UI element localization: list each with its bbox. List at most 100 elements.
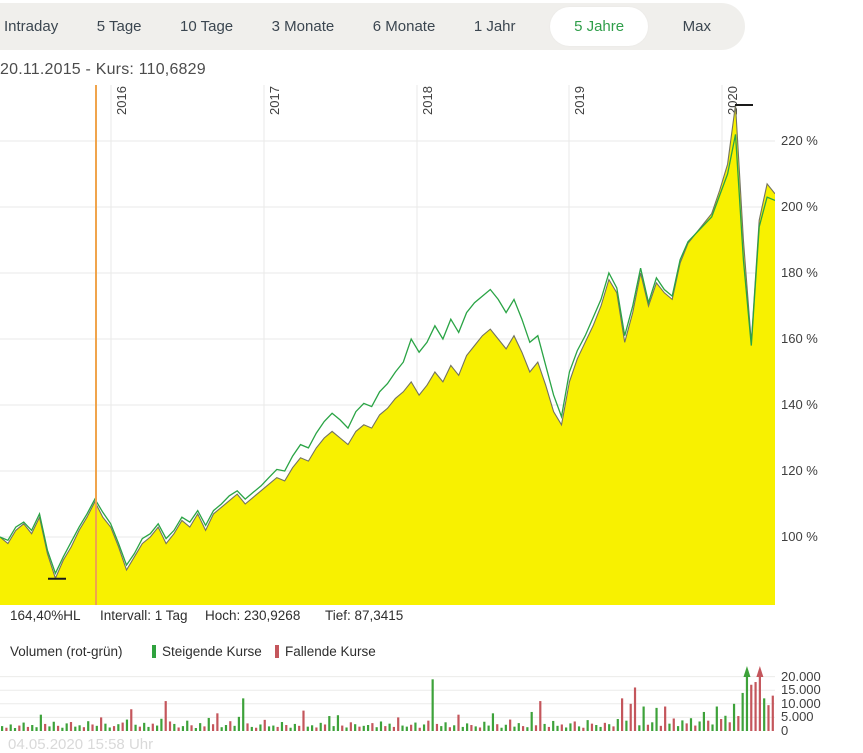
volume-bar (681, 720, 684, 731)
volume-bar (134, 724, 137, 731)
tab-10-tage[interactable]: 10 Tage (176, 7, 237, 46)
volume-bar (539, 701, 542, 731)
volume-bar (767, 705, 770, 731)
volume-bar (263, 719, 266, 731)
volume-bar (388, 723, 391, 731)
volume-bar (521, 726, 525, 731)
volume-bar (470, 725, 473, 731)
volume-bar (224, 725, 228, 731)
volume-bar (164, 701, 167, 731)
volume-bar (392, 726, 396, 731)
volume-bar (341, 725, 344, 731)
volume-bar (595, 725, 598, 731)
volume-bar (194, 728, 197, 731)
volume-bar (474, 726, 477, 731)
percent-tick-label: 100 % (781, 529, 818, 544)
volume-bar (590, 723, 594, 731)
volume-bar (39, 714, 42, 731)
volume-bar (125, 719, 129, 731)
volume-bar (48, 726, 51, 731)
volume-bar (315, 727, 318, 731)
volume-bar (74, 726, 77, 731)
tab-5-jahre[interactable]: 5 Jahre (550, 7, 649, 46)
volume-bar (694, 725, 697, 731)
volume-bar (616, 719, 619, 731)
volume-bar (397, 717, 400, 731)
volume-bar (302, 710, 305, 731)
volume-bar (526, 727, 529, 731)
volume-bar (608, 724, 611, 731)
volume-bar (112, 726, 116, 731)
volume-bar (435, 723, 439, 731)
tab-3-monate[interactable]: 3 Monate (268, 7, 339, 46)
volume-bar (642, 706, 645, 731)
volume-bar (461, 726, 464, 731)
volume-bar (737, 716, 740, 731)
volume-bar (87, 721, 90, 731)
volume-bar (44, 723, 47, 731)
legend-rising-label: Steigende Kurse (162, 644, 262, 659)
volume-bar (453, 725, 456, 731)
tab-1-jahr[interactable]: 1 Jahr (470, 7, 520, 46)
volume-bar (689, 718, 693, 731)
volume-bar (646, 724, 650, 731)
volume-bar (156, 725, 159, 731)
tab-6-monate[interactable]: 6 Monate (369, 7, 440, 46)
volume-bar (233, 725, 236, 731)
volume-bar (754, 682, 757, 731)
volume-bar (138, 726, 141, 731)
volume-bar (190, 725, 193, 731)
volume-bar (651, 722, 654, 731)
price-chart-canvas[interactable]: 2016 2017 2018 2019 2020 (0, 85, 775, 605)
volume-bar (56, 725, 60, 731)
volume-bar (117, 724, 120, 731)
volume-bar (638, 725, 641, 731)
volume-bar (750, 684, 753, 731)
volume-bar (147, 726, 150, 731)
volume-bar (293, 723, 296, 731)
percent-tick-label: 140 % (781, 397, 818, 412)
volume-bar (250, 726, 253, 731)
area-series (0, 104, 775, 605)
period-tabbar: Intraday 5 Tage 10 Tage 3 Monate 6 Monate 1 J… (0, 3, 745, 50)
volume-bar (186, 720, 189, 731)
volume-bar (211, 724, 215, 731)
year-label: 2016 (114, 86, 129, 115)
tab-5-tage[interactable]: 5 Tage (93, 7, 146, 46)
volume-bar (552, 720, 555, 731)
tab-intraday[interactable]: Intraday (0, 7, 62, 46)
volume-bar (332, 726, 335, 731)
volume-bar (530, 711, 533, 731)
tab-max[interactable]: Max (679, 7, 715, 46)
volume-legend-title: Volumen (rot-grün) (10, 644, 123, 659)
volume-bar (659, 725, 662, 731)
volume-bar (668, 723, 671, 731)
volume-bar (177, 727, 180, 731)
volume-bar (509, 719, 512, 731)
volume-bar (478, 727, 482, 731)
volume-chart-canvas[interactable] (0, 663, 775, 733)
volume-bar (414, 722, 417, 731)
volume-bar (306, 726, 309, 731)
volume-arrow-bar (758, 675, 761, 731)
rising-swatch-icon (152, 645, 156, 658)
volume-bar (349, 722, 352, 731)
volume-bar (715, 706, 718, 731)
volume-bar (676, 726, 680, 731)
volume-bar (457, 714, 460, 731)
volume-bar (259, 724, 262, 731)
volume-bar (69, 722, 73, 731)
volume-tick-label: 20.000 (781, 668, 821, 684)
volume-bar (384, 726, 387, 731)
volume-bar (289, 727, 292, 731)
volume-bar (61, 727, 64, 731)
volume-bar (487, 725, 490, 731)
volume-bar (52, 721, 55, 731)
volume-bar (621, 698, 624, 731)
volume-bar (586, 720, 589, 731)
volume-bar (255, 727, 258, 731)
volume-bar (276, 726, 279, 731)
volume-bar (5, 727, 8, 731)
volume-bar (143, 722, 146, 731)
volume-bar (121, 722, 124, 731)
